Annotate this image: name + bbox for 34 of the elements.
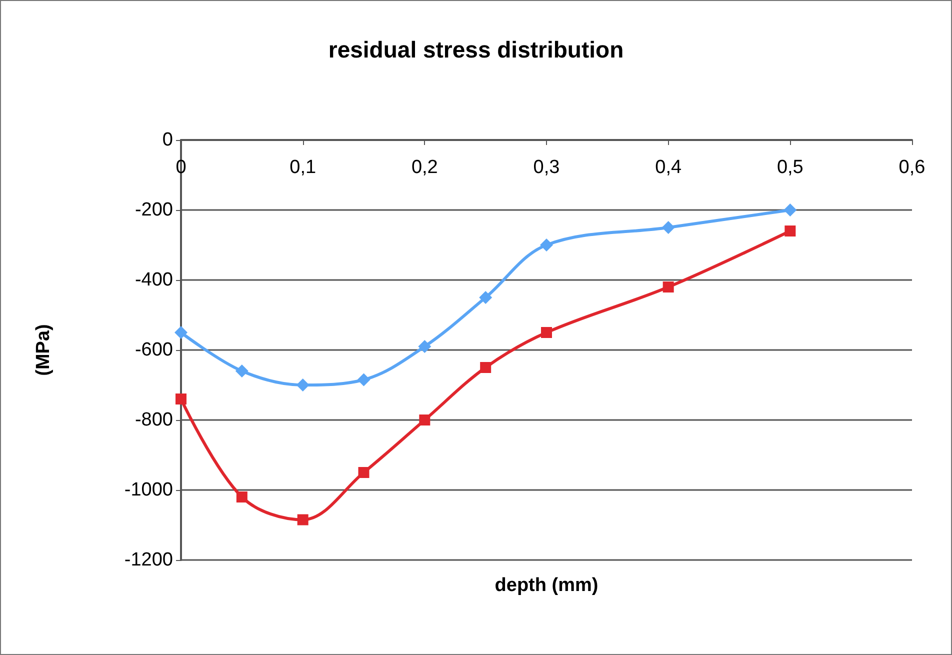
- x-tick-label: 0,3: [533, 157, 560, 178]
- y-tick-label: -1200: [124, 550, 173, 570]
- y-tick-label: 0: [162, 130, 173, 150]
- y-tick-label: -200: [134, 200, 173, 220]
- point: [479, 291, 492, 304]
- chart-title: residual stress distribution: [328, 36, 624, 62]
- point: [358, 467, 370, 478]
- point: [236, 492, 248, 502]
- point: [357, 373, 370, 386]
- x-tick-label: 0,4: [655, 157, 682, 178]
- y-tick-label: -600: [134, 340, 173, 360]
- point: [784, 226, 796, 236]
- point: [176, 394, 186, 404]
- point: [419, 414, 430, 426]
- y-tick-label: -800: [134, 410, 173, 430]
- x-axis-title: depth (mm): [494, 575, 598, 596]
- point: [540, 238, 553, 252]
- point: [662, 221, 675, 234]
- x-tick-label: 0,5: [776, 157, 804, 178]
- point: [784, 204, 797, 216]
- point: [297, 514, 308, 526]
- y-tick-label: -1000: [124, 480, 173, 500]
- point: [480, 362, 492, 373]
- x-tick-label: 0,1: [290, 157, 316, 178]
- y-tick-label: -400: [134, 270, 173, 290]
- point: [235, 364, 248, 378]
- point: [296, 378, 310, 392]
- point: [418, 340, 432, 353]
- point: [662, 282, 674, 292]
- point: [174, 326, 188, 339]
- y-axis-title: (MPa): [33, 324, 54, 376]
- x-tick-label: 0,6: [898, 157, 926, 178]
- point: [541, 327, 552, 338]
- x-tick-label: 0,2: [411, 157, 438, 178]
